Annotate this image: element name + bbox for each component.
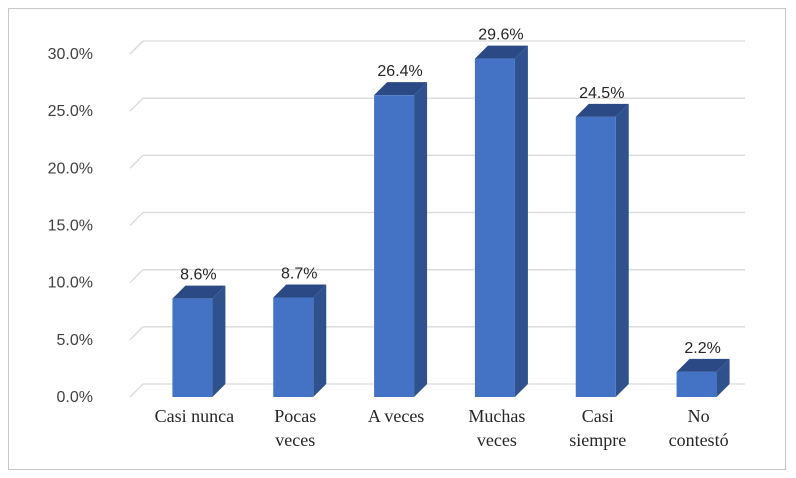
bar-side bbox=[615, 103, 629, 397]
gridline-depth bbox=[129, 97, 144, 112]
x-tick-line: veces bbox=[275, 430, 315, 450]
bars bbox=[172, 45, 730, 397]
bar bbox=[575, 103, 629, 397]
data-label: 24.5% bbox=[579, 85, 624, 102]
data-label: 2.2% bbox=[684, 340, 720, 357]
bar-chart: 0.0%5.0%10.0%15.0%20.0%25.0%30.0% 8.6% 8.… bbox=[48, 27, 745, 450]
bar-top bbox=[676, 358, 730, 372]
y-tick-label: 20.0% bbox=[48, 160, 93, 177]
bar-front bbox=[273, 297, 314, 397]
x-tick-label: Pocas veces bbox=[274, 406, 316, 450]
x-axis-ticks: Casi nunca Pocas veces A veces Muchas veces Ca… bbox=[155, 406, 729, 450]
bar-top bbox=[374, 82, 428, 96]
gridline-depth bbox=[129, 269, 144, 284]
bar bbox=[474, 45, 528, 397]
x-tick-line: Muchas bbox=[468, 406, 525, 426]
bar-top bbox=[273, 284, 327, 298]
bar-top bbox=[172, 285, 226, 299]
bar bbox=[374, 82, 428, 397]
data-labels: 8.6% 8.7% 26.4% 29.6% 24.5% 2.2% bbox=[180, 27, 721, 357]
chart-frame: 0.0% 5.0% 10.0% 15.0% 20.0% 25.0% 30.0% 8.6% 8.… bbox=[8, 8, 786, 470]
bar-front bbox=[676, 371, 717, 397]
x-tick-label: Muchas veces bbox=[468, 406, 525, 450]
data-label: 29.6% bbox=[478, 27, 523, 44]
y-tick-label: 10.0% bbox=[48, 275, 93, 292]
bar bbox=[172, 285, 226, 397]
bar-front bbox=[374, 95, 415, 397]
y-tick-label: 25.0% bbox=[48, 103, 93, 120]
bar bbox=[676, 358, 730, 397]
y-tick-label: 30.0% bbox=[48, 46, 93, 63]
x-tick-line: Casi nunca bbox=[155, 406, 234, 426]
x-tick-label: No contestó bbox=[669, 406, 729, 450]
bar-side bbox=[414, 82, 428, 397]
data-label: 8.6% bbox=[180, 267, 216, 284]
x-tick-line: contestó bbox=[669, 430, 729, 450]
x-tick-line: No bbox=[688, 406, 710, 426]
bar-side bbox=[212, 285, 226, 397]
y-tick-label: 5.0% bbox=[57, 332, 93, 349]
data-label: 8.7% bbox=[281, 266, 317, 283]
gridline-depth bbox=[129, 212, 144, 226]
bar bbox=[273, 284, 327, 397]
data-label: 26.4% bbox=[377, 63, 422, 80]
x-tick-label: Casi nunca bbox=[155, 406, 234, 426]
bar-top bbox=[575, 103, 629, 117]
bar-front bbox=[474, 58, 515, 397]
y-axis-ticks: 0.0% 5.0% 10.0% 15.0% 20.0% 25.0% 30.0% bbox=[48, 46, 93, 406]
x-tick-line: veces bbox=[477, 430, 517, 450]
y-tick-label: 15.0% bbox=[48, 218, 93, 235]
bar-side bbox=[514, 45, 528, 397]
gridline-depth bbox=[129, 40, 144, 55]
x-tick-label: Casi siempre bbox=[569, 406, 626, 450]
x-tick-line: siempre bbox=[569, 430, 626, 450]
bar-front bbox=[575, 116, 616, 397]
gridlines bbox=[129, 40, 745, 398]
bar-side bbox=[716, 358, 730, 397]
gridline-depth bbox=[129, 154, 144, 169]
gridline-depth bbox=[129, 383, 144, 398]
gridline-depth bbox=[129, 326, 144, 341]
y-tick-label: 0.0% bbox=[57, 389, 93, 406]
x-tick-line: Pocas bbox=[274, 406, 316, 426]
bar-front bbox=[172, 298, 213, 397]
bar-side bbox=[313, 284, 327, 397]
bar-top bbox=[474, 45, 528, 59]
x-tick-line: A veces bbox=[368, 406, 424, 426]
x-tick-label: A veces bbox=[368, 406, 424, 426]
x-tick-line: Casi bbox=[582, 406, 614, 426]
